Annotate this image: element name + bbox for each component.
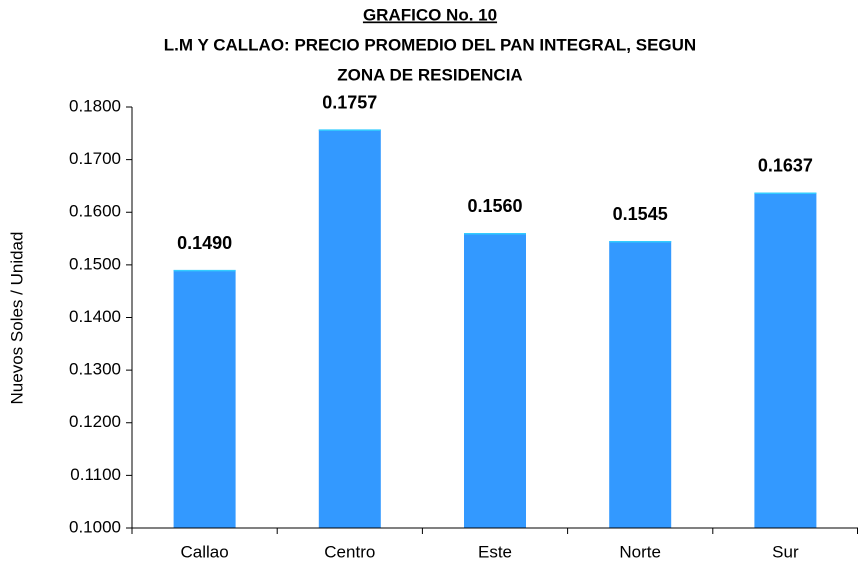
chart-subtitle: ZONA DE RESIDENCIA — [337, 65, 522, 84]
bar — [464, 233, 526, 529]
y-axis-label: Nuevos Soles / Unidad — [7, 232, 26, 405]
x-tick-label: Este — [478, 542, 512, 561]
y-tick-label: 0.1400 — [69, 307, 121, 326]
x-tick-label: Centro — [324, 542, 375, 561]
bar — [609, 241, 672, 528]
y-tick-label: 0.1000 — [69, 517, 121, 536]
bar — [318, 129, 381, 528]
bar — [754, 192, 817, 528]
bar — [173, 270, 236, 528]
y-tick-label: 0.1300 — [69, 360, 121, 379]
value-label: 0.1545 — [613, 204, 668, 224]
chart-title: GRAFICO No. 10 — [363, 5, 497, 24]
y-tick-label: 0.1800 — [69, 96, 121, 115]
y-tick-label: 0.1600 — [69, 202, 121, 221]
x-tick-label: Callao — [180, 542, 228, 561]
value-label: 0.1757 — [322, 92, 377, 112]
y-tick-label: 0.1200 — [69, 412, 121, 431]
x-tick-label: Norte — [619, 542, 661, 561]
value-label: 0.1637 — [758, 156, 813, 176]
chart-subtitle: L.M Y CALLAO: PRECIO PROMEDIO DEL PAN IN… — [164, 35, 696, 54]
y-tick-label: 0.1500 — [69, 254, 121, 273]
value-label: 0.1560 — [467, 196, 522, 216]
value-label: 0.1490 — [177, 233, 232, 253]
x-tick-label: Sur — [772, 542, 799, 561]
y-tick-label: 0.1700 — [69, 149, 121, 168]
y-tick-label: 0.1100 — [70, 465, 121, 484]
